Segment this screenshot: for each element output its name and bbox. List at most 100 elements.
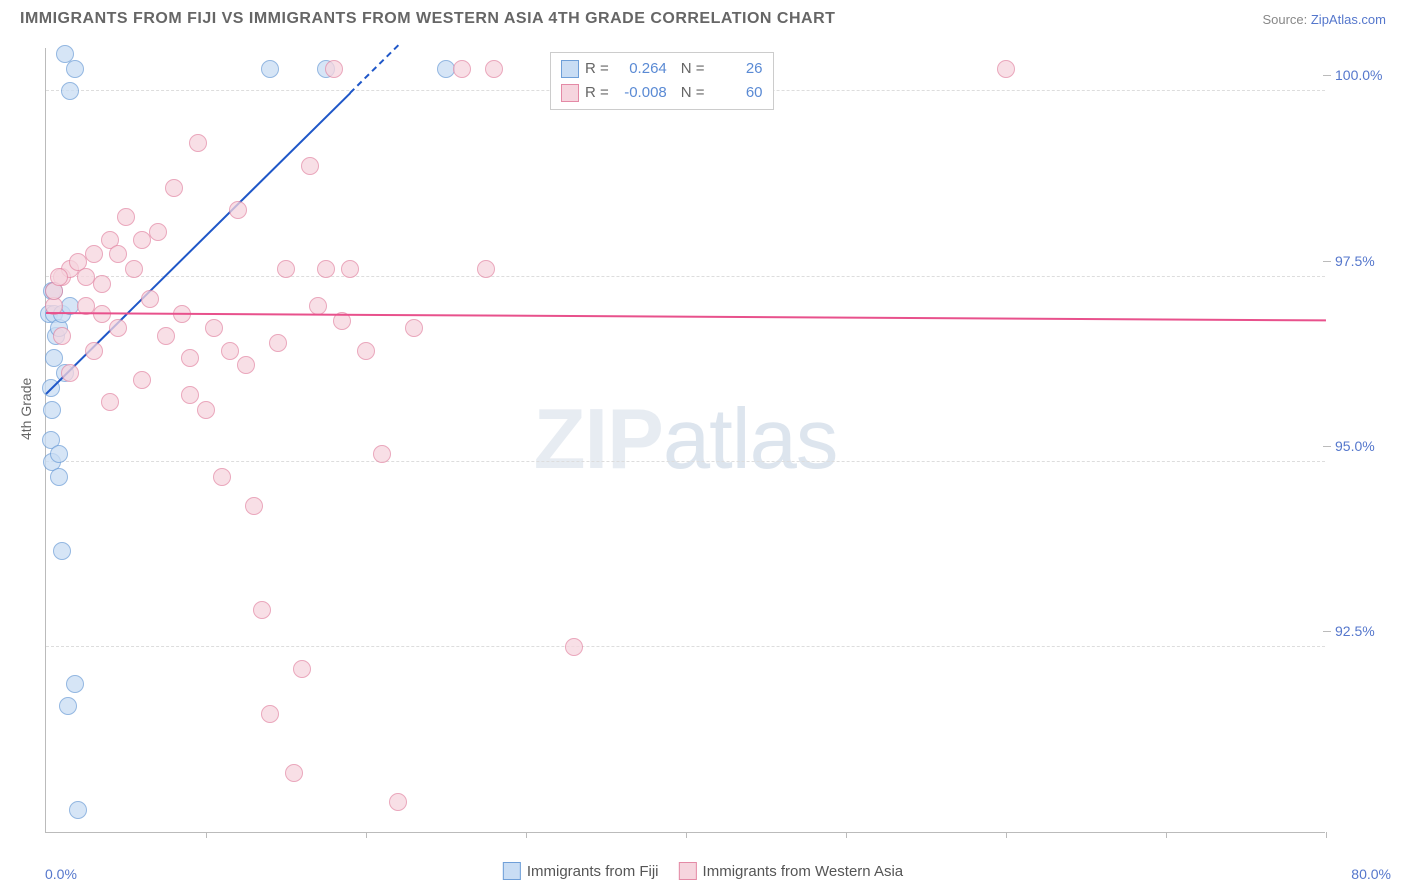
data-point	[149, 223, 167, 241]
legend-item-fiji: Immigrants from Fiji	[503, 862, 659, 880]
data-point	[485, 60, 503, 78]
stats-row: R =-0.008 N =60	[561, 81, 763, 105]
x-tick-mark	[366, 832, 367, 838]
data-point	[197, 401, 215, 419]
gridline-h	[46, 276, 1325, 277]
chart-title: IMMIGRANTS FROM FIJI VS IMMIGRANTS FROM …	[20, 10, 835, 28]
data-point	[66, 60, 84, 78]
x-tick-mark	[206, 832, 207, 838]
data-point	[325, 60, 343, 78]
stats-swatch	[561, 60, 579, 78]
data-point	[261, 705, 279, 723]
data-point	[69, 801, 87, 819]
data-point	[181, 386, 199, 404]
data-point	[93, 275, 111, 293]
x-tick-mark	[846, 832, 847, 838]
data-point	[301, 157, 319, 175]
data-point	[61, 82, 79, 100]
data-point	[565, 638, 583, 656]
data-point	[43, 401, 61, 419]
data-point	[189, 134, 207, 152]
data-point	[50, 268, 68, 286]
data-point	[85, 342, 103, 360]
source-label: Source:	[1262, 12, 1310, 27]
data-point	[341, 260, 359, 278]
data-point	[117, 208, 135, 226]
y-axis-label: 4th Grade	[18, 378, 34, 440]
data-point	[269, 334, 287, 352]
stats-swatch	[561, 84, 579, 102]
data-point	[141, 290, 159, 308]
data-point	[261, 60, 279, 78]
stats-r-value: -0.008	[615, 81, 667, 105]
stats-n-value: 60	[711, 81, 763, 105]
data-point	[477, 260, 495, 278]
x-tick-mark	[526, 832, 527, 838]
legend-swatch-western-asia	[679, 862, 697, 880]
data-point	[66, 675, 84, 693]
data-point	[181, 349, 199, 367]
stats-r-label: R =	[585, 81, 609, 105]
data-point	[373, 445, 391, 463]
data-point	[453, 60, 471, 78]
data-point	[53, 327, 71, 345]
data-point	[109, 319, 127, 337]
stats-r-label: R =	[585, 57, 609, 81]
y-tick-label: 95.0%	[1335, 438, 1395, 454]
y-tick-label: 92.5%	[1335, 623, 1395, 639]
data-point	[205, 319, 223, 337]
trend-line	[46, 312, 1326, 321]
data-point	[277, 260, 295, 278]
data-point	[109, 245, 127, 263]
data-point	[357, 342, 375, 360]
gridline-h	[46, 646, 1325, 647]
source-attribution: Source: ZipAtlas.com	[1262, 12, 1386, 27]
legend-item-western-asia: Immigrants from Western Asia	[679, 862, 904, 880]
x-axis-end-label: 80.0%	[1351, 866, 1391, 882]
legend-label-fiji: Immigrants from Fiji	[527, 863, 659, 880]
data-point	[101, 393, 119, 411]
data-point	[309, 297, 327, 315]
legend-swatch-fiji	[503, 862, 521, 880]
y-tick-label: 100.0%	[1335, 67, 1395, 83]
data-point	[285, 764, 303, 782]
data-point	[229, 201, 247, 219]
data-point	[53, 542, 71, 560]
data-point	[997, 60, 1015, 78]
legend-label-western-asia: Immigrants from Western Asia	[703, 863, 904, 880]
data-point	[50, 445, 68, 463]
data-point	[389, 793, 407, 811]
x-tick-mark	[1166, 832, 1167, 838]
stats-n-label: N =	[681, 81, 705, 105]
data-point	[405, 319, 423, 337]
data-point	[237, 356, 255, 374]
x-axis-start-label: 0.0%	[45, 866, 77, 882]
data-point	[125, 260, 143, 278]
series-legend: Immigrants from Fiji Immigrants from Wes…	[503, 862, 903, 880]
watermark: ZIPatlas	[534, 391, 838, 489]
gridline-h	[46, 461, 1325, 462]
stats-row: R =0.264 N =26	[561, 57, 763, 81]
data-point	[165, 179, 183, 197]
y-tick-label: 97.5%	[1335, 253, 1395, 269]
stats-n-label: N =	[681, 57, 705, 81]
correlation-stats-box: R =0.264 N =26 R =-0.008 N =60	[550, 52, 774, 110]
source-link[interactable]: ZipAtlas.com	[1311, 12, 1386, 27]
watermark-light: atlas	[663, 392, 838, 487]
data-point	[293, 660, 311, 678]
data-point	[213, 468, 231, 486]
x-tick-mark	[1006, 832, 1007, 838]
scatter-plot-area: ZIPatlas 92.5%95.0%97.5%100.0%	[45, 48, 1325, 833]
data-point	[245, 497, 263, 515]
data-point	[61, 364, 79, 382]
data-point	[253, 601, 271, 619]
stats-r-value: 0.264	[615, 57, 667, 81]
data-point	[317, 260, 335, 278]
watermark-bold: ZIP	[534, 392, 663, 487]
trend-line-dashed	[349, 45, 398, 94]
stats-n-value: 26	[711, 57, 763, 81]
data-point	[221, 342, 239, 360]
data-point	[59, 697, 77, 715]
data-point	[50, 468, 68, 486]
data-point	[157, 327, 175, 345]
